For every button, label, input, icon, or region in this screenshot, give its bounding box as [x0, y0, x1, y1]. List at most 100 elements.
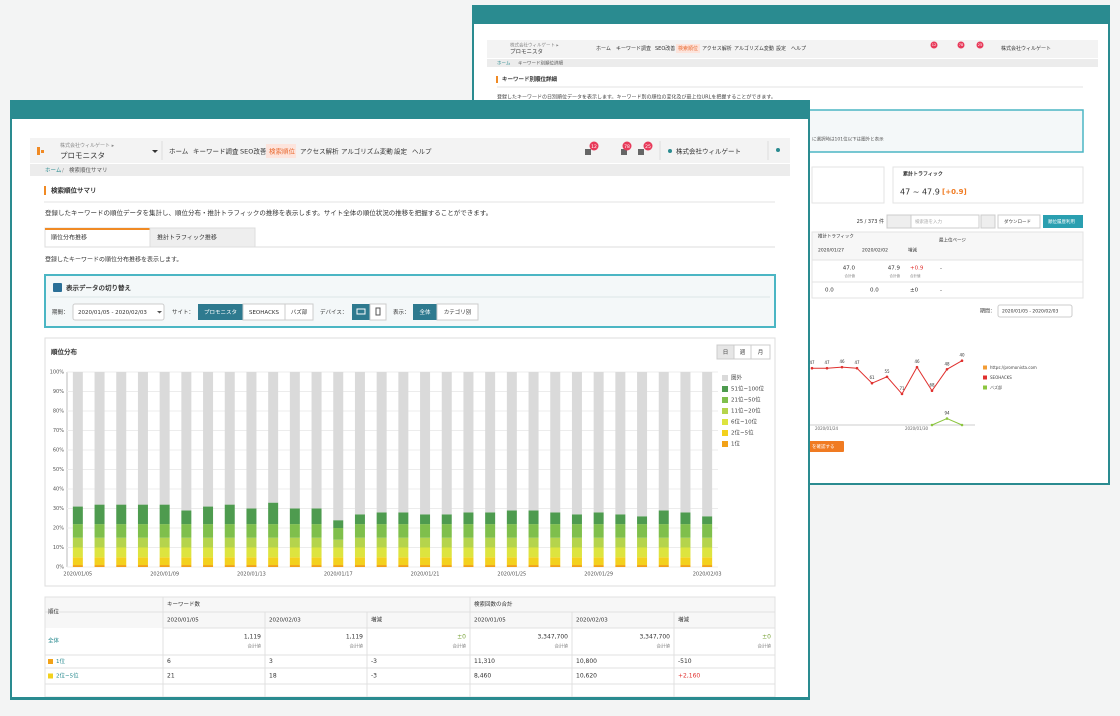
- table-cell: 47.9: [888, 266, 901, 272]
- site-button-active[interactable]: [198, 304, 243, 320]
- period-select[interactable]: [72, 303, 165, 321]
- period-button[interactable]: [750, 344, 771, 360]
- nav-item[interactable]: 検索順位: [678, 45, 698, 52]
- bar-segment: [506, 372, 517, 511]
- bar-segment: [137, 547, 148, 558]
- bar-segment: [289, 524, 300, 538]
- bar-segment: [72, 557, 83, 566]
- nav-item[interactable]: アクセス解析: [300, 147, 339, 156]
- legend-label: 6位~10位: [731, 418, 758, 426]
- legend-swatch: [722, 441, 728, 447]
- bar-segment: [159, 537, 170, 548]
- bar-segment: [246, 565, 257, 567]
- bar-segment: [311, 537, 322, 548]
- bar-segment: [528, 547, 539, 558]
- back-orange-button[interactable]: [808, 441, 844, 452]
- bar-segment: [94, 524, 105, 538]
- nav-item[interactable]: キーワード調査: [616, 45, 651, 52]
- data-label: 94: [944, 411, 950, 416]
- download-label[interactable]: ダウンロード: [1004, 218, 1031, 225]
- nav-item[interactable]: ホーム: [169, 148, 189, 156]
- view-option[interactable]: カテゴリ別: [444, 308, 472, 316]
- bar-segment: [289, 372, 300, 509]
- nav-item[interactable]: 設定: [776, 45, 786, 52]
- pager[interactable]: [886, 214, 912, 229]
- bar-segment: [137, 557, 148, 566]
- back-period-select[interactable]: [997, 304, 1073, 318]
- nav-item[interactable]: キーワード調査: [193, 147, 239, 156]
- badge-count: 25: [645, 144, 651, 150]
- bar-segment: [181, 565, 192, 567]
- search-input[interactable]: [910, 214, 980, 229]
- search-icon: [53, 283, 62, 292]
- back-traffic-card: [892, 166, 1084, 204]
- nav-item[interactable]: アルゴリズム変動: [341, 147, 393, 156]
- nav-item[interactable]: アクセス解析: [702, 45, 732, 52]
- tab-label[interactable]: 順位分布推移: [51, 234, 87, 242]
- bar-segment: [246, 524, 257, 538]
- breadcrumb[interactable]: ホーム: [497, 61, 511, 67]
- nav-item[interactable]: ヘルプ: [412, 148, 432, 156]
- bulk-button[interactable]: [1043, 215, 1083, 228]
- data-label: 46: [914, 359, 920, 364]
- button-label[interactable]: を確認する: [812, 443, 835, 450]
- breadcrumb-bar: [30, 164, 790, 176]
- back-table-row: [811, 281, 1084, 299]
- period-button-label[interactable]: 日: [723, 349, 729, 356]
- tab-label[interactable]: 推計トラフィック推移: [157, 234, 217, 242]
- nav-item[interactable]: アルゴリズム変動: [734, 45, 774, 52]
- nav-item[interactable]: 設定: [394, 147, 408, 156]
- row-label[interactable]: 2位~5位: [56, 672, 79, 680]
- nav-active-bg: [266, 144, 296, 158]
- period-button-label[interactable]: 月: [758, 349, 764, 356]
- bar-segment: [94, 372, 105, 505]
- row-label[interactable]: 1位: [56, 657, 65, 665]
- device-pc-button[interactable]: [352, 304, 370, 320]
- row-label[interactable]: 全体: [48, 637, 60, 645]
- site-option[interactable]: バズ部: [291, 308, 308, 316]
- bar-segment: [658, 372, 669, 511]
- breadcrumb[interactable]: ホーム: [45, 167, 62, 174]
- bar-segment: [637, 565, 648, 567]
- download-button[interactable]: [997, 214, 1041, 229]
- site-option[interactable]: SEOHACKS: [249, 310, 280, 316]
- bar-segment: [376, 547, 387, 558]
- device-sp-button[interactable]: [369, 303, 387, 321]
- x-tick-label: 2020/02/03: [693, 572, 722, 578]
- data-label: 40: [959, 353, 965, 358]
- bar-segment: [702, 516, 713, 525]
- pc-icon: [356, 308, 366, 315]
- bar-segment: [571, 524, 582, 538]
- search-button[interactable]: [980, 214, 996, 229]
- bar-segment: [94, 537, 105, 548]
- data-label: 55: [884, 369, 890, 374]
- bulk-label[interactable]: 順位履歴利用: [1048, 218, 1075, 225]
- bar-segment: [571, 557, 582, 566]
- bar-segment: [550, 372, 561, 513]
- view-button[interactable]: [436, 303, 479, 321]
- table-cell: 1,119: [346, 634, 363, 641]
- sp-icon: [375, 307, 381, 316]
- badge-count: 25: [978, 43, 982, 47]
- nav-item[interactable]: SEO改善: [240, 147, 267, 156]
- view-button-active[interactable]: [413, 304, 437, 320]
- badge: [643, 141, 653, 151]
- site-button[interactable]: [284, 303, 314, 321]
- bar-segment: [354, 547, 365, 558]
- table-note: 合計値: [890, 273, 901, 278]
- bar-segment: [398, 537, 409, 548]
- bar-segment: [463, 565, 474, 567]
- nav-item[interactable]: ヘルプ: [791, 46, 806, 52]
- bar-segment: [354, 537, 365, 548]
- view-option[interactable]: 全体: [419, 308, 431, 316]
- nav-item[interactable]: ホーム: [596, 46, 611, 52]
- bar-segment: [420, 547, 431, 558]
- nav-item[interactable]: 検索順位: [269, 147, 296, 156]
- period-button-label[interactable]: 週: [740, 348, 746, 356]
- nav-item[interactable]: SEO改善: [655, 45, 675, 52]
- x-tick-label: 2020/01/17: [324, 572, 353, 578]
- site-option[interactable]: プロモニスタ: [204, 308, 237, 316]
- y-tick-label: 100%: [50, 370, 65, 376]
- bar-segment: [289, 557, 300, 566]
- table-cell: 11,310: [474, 658, 495, 665]
